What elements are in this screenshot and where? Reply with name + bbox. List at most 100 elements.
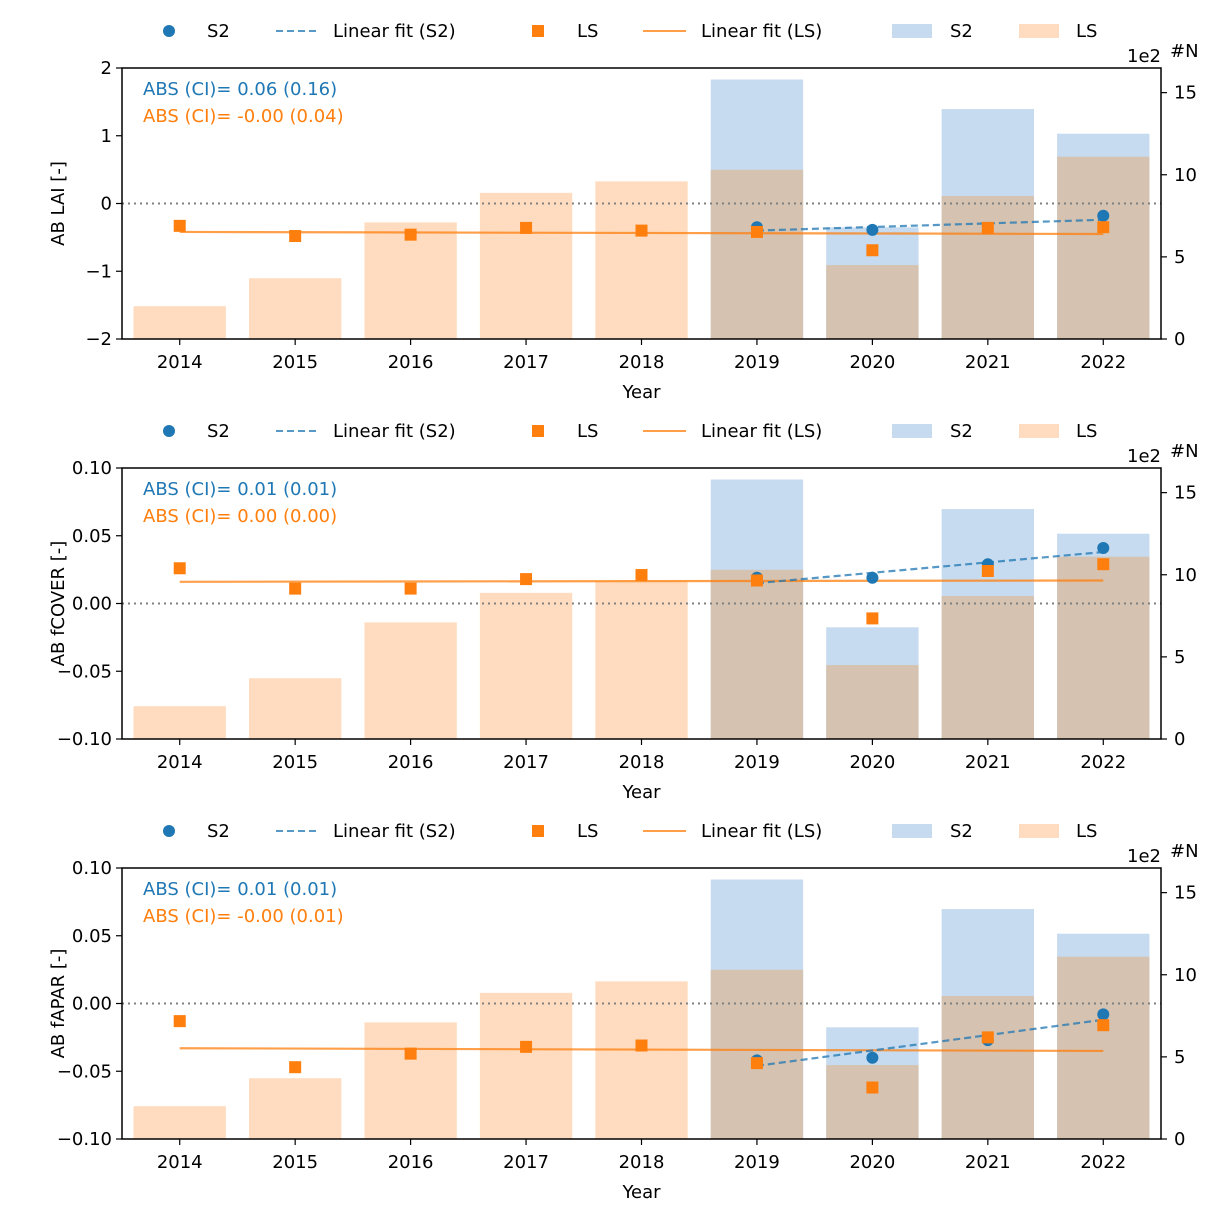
- ls-point: [750, 225, 763, 238]
- s2-point: [1097, 541, 1110, 554]
- legend-ls-fit-label: Linear fit (LS): [701, 21, 822, 42]
- overlap-count-bar: [826, 265, 919, 339]
- legend-s2-points-marker: [163, 825, 175, 837]
- ls-point: [520, 573, 533, 586]
- legend-s2-fit-label: Linear fit (S2): [333, 821, 456, 842]
- overlap-count-bar: [710, 569, 804, 739]
- ls-point: [981, 564, 994, 577]
- y-tick-label: 1: [101, 126, 112, 147]
- x-tick-label: 2019: [734, 1152, 780, 1173]
- ls-count-bar: [479, 592, 573, 739]
- x-tick-label: 2022: [1080, 352, 1126, 373]
- s2-linear-fit: [756, 218, 1104, 232]
- ls-point: [289, 230, 302, 243]
- legend-s2-fit-label: Linear fit (S2): [333, 421, 456, 442]
- ls-count-bar: [133, 1106, 226, 1139]
- y-tick-label: −0.05: [57, 661, 112, 682]
- x-tick-label: 2016: [388, 752, 434, 773]
- x-axis-label: Year: [621, 1182, 661, 1203]
- ls-count-bar: [364, 222, 457, 339]
- legend-ls-fit-label: Linear fit (LS): [701, 421, 822, 442]
- s2-abs-annotation: ABS (CI)= 0.01 (0.01): [143, 479, 337, 500]
- overlap-count-bar: [1057, 956, 1150, 1139]
- y2-tick-label: 5: [1174, 247, 1185, 268]
- x-tick-label: 2019: [734, 352, 780, 373]
- legend-ls-points-marker: [532, 825, 544, 837]
- ls-count-bar: [248, 678, 342, 739]
- x-tick-label: 2020: [849, 352, 895, 373]
- s2-linear-fit: [756, 550, 1104, 585]
- y-tick-label: 0.10: [72, 458, 112, 479]
- x-tick-label: 2020: [849, 752, 895, 773]
- x-tick-label: 2022: [1080, 1152, 1126, 1173]
- ls-count-bar: [133, 706, 226, 739]
- legend-s2-bars-swatch: [892, 24, 932, 38]
- ls-point: [635, 224, 648, 237]
- legend-ls-points-marker: [532, 25, 544, 37]
- overlap-count-bar: [941, 596, 1035, 739]
- y-tick-label: 0: [101, 194, 112, 215]
- ls-point: [404, 228, 417, 241]
- s2-abs-annotation: ABS (CI)= 0.01 (0.01): [143, 879, 337, 900]
- overlap-count-bar: [1057, 556, 1150, 739]
- ls-point: [981, 1031, 994, 1044]
- ls-point: [1097, 558, 1110, 571]
- legend-s2-points-label: S2: [207, 821, 230, 842]
- y2-tick-label: 0: [1174, 329, 1185, 350]
- y2-axis-label: #N: [1170, 41, 1199, 62]
- chart-panel-3: S2 Linear fit (S2) LS Linear fit (LS) S2 LS −0…: [48, 821, 1199, 1203]
- x-tick-label: 2015: [272, 752, 318, 773]
- x-tick-label: 2014: [157, 752, 203, 773]
- ls-point: [173, 219, 186, 232]
- ls-count-bar: [364, 622, 457, 739]
- legend-ls-bars-swatch: [1019, 824, 1059, 838]
- ls-point: [750, 574, 763, 587]
- overlap-count-bar: [826, 665, 919, 739]
- x-tick-label: 2021: [965, 1152, 1011, 1173]
- x-tick-label: 2021: [965, 752, 1011, 773]
- y2-tick-label: 15: [1174, 483, 1197, 504]
- ls-count-bar: [595, 581, 688, 739]
- y-tick-label: 2: [101, 58, 112, 79]
- overlap-count-bar: [941, 196, 1035, 339]
- ls-point: [520, 1040, 533, 1053]
- ls-count-bar: [133, 306, 226, 339]
- legend-ls-bars-label: LS: [1076, 421, 1097, 442]
- ls-point: [866, 1081, 879, 1094]
- ls-count-bar: [479, 992, 573, 1139]
- ls-point: [750, 1057, 763, 1070]
- y-tick-label: −2: [85, 329, 112, 350]
- x-tick-label: 2022: [1080, 752, 1126, 773]
- y2-multiplier-label: 1e2: [1127, 446, 1161, 467]
- x-tick-label: 2016: [388, 352, 434, 373]
- legend-s2-fit-label: Linear fit (S2): [333, 21, 456, 42]
- legend-s2-points-label: S2: [207, 21, 230, 42]
- ls-point: [404, 582, 417, 595]
- x-tick-label: 2018: [619, 1152, 665, 1173]
- y2-axis-label: #N: [1170, 841, 1199, 862]
- x-axis-label: Year: [621, 382, 661, 403]
- x-tick-label: 2018: [619, 352, 665, 373]
- ls-point: [1097, 1019, 1110, 1032]
- ls-point: [173, 1015, 186, 1028]
- y2-tick-label: 0: [1174, 729, 1185, 750]
- legend-s2-points-label: S2: [207, 421, 230, 442]
- ls-point: [404, 1047, 417, 1060]
- y-axis-label: AB fAPAR [-]: [48, 949, 69, 1059]
- x-tick-label: 2020: [849, 1152, 895, 1173]
- y-tick-label: 0.05: [72, 926, 112, 947]
- y-tick-label: −0.05: [57, 1061, 112, 1082]
- legend-ls-bars-swatch: [1019, 424, 1059, 438]
- y-tick-label: −0.10: [57, 1129, 112, 1150]
- legend-s2-bars-label: S2: [950, 821, 973, 842]
- x-tick-label: 2018: [619, 752, 665, 773]
- chart-panel-1: S2 Linear fit (S2) LS Linear fit (LS) S2 LS −2…: [48, 21, 1199, 403]
- y2-tick-label: 0: [1174, 1129, 1185, 1150]
- overlap-count-bar: [1057, 156, 1150, 339]
- ls-count-bar: [248, 1078, 342, 1139]
- s2-point: [866, 1051, 879, 1064]
- legend: S2 Linear fit (S2) LS Linear fit (LS) S2 LS: [163, 821, 1097, 842]
- y-tick-label: 0.00: [72, 594, 112, 615]
- legend-ls-bars-label: LS: [1076, 821, 1097, 842]
